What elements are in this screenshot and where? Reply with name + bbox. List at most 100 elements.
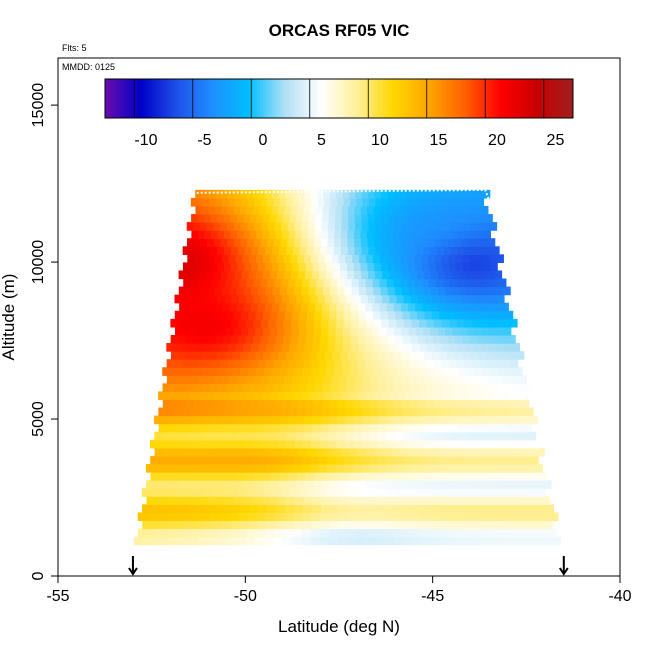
- heatmap-cell: [274, 528, 284, 538]
- heatmap-cell: [311, 520, 321, 530]
- heatmap-cell: [432, 294, 441, 304]
- heatmap-cell: [385, 375, 395, 384]
- heatmap-cell: [541, 536, 552, 546]
- heatmap-cell: [304, 496, 314, 505]
- heatmap-cell: [197, 391, 207, 401]
- heatmap-cell: [174, 391, 183, 401]
- heatmap-cell: [472, 439, 482, 449]
- heatmap-cell: [224, 351, 233, 360]
- heatmap-cell: [188, 463, 199, 473]
- heatmap-cell: [379, 205, 387, 215]
- heatmap-cell: [186, 520, 197, 530]
- heatmap-cell: [413, 463, 423, 473]
- heatmap-cell: [464, 246, 473, 255]
- heatmap-cell: [182, 407, 192, 417]
- heatmap-cell: [282, 399, 291, 409]
- heatmap-cell: [168, 488, 178, 497]
- heatmap-cell: [394, 214, 402, 223]
- heatmap-cell: [484, 407, 493, 417]
- heatmap-cell: [490, 423, 500, 433]
- heatmap-cell: [456, 359, 465, 368]
- heatmap-cell: [471, 246, 479, 255]
- heatmap-cell: [348, 214, 356, 223]
- heatmap-cell: [527, 431, 537, 441]
- heatmap-cell: [411, 536, 422, 546]
- colorbar-segment: [532, 79, 536, 118]
- heatmap-cell: [349, 367, 359, 376]
- heatmap-cell: [474, 286, 482, 296]
- heatmap-cell: [230, 246, 239, 255]
- heatmap-cell: [182, 310, 191, 320]
- heatmap-cell: [141, 488, 152, 497]
- heatmap-cell: [281, 343, 290, 352]
- heatmap-cell: [362, 415, 372, 425]
- heatmap-cell: [234, 270, 243, 280]
- heatmap-cell: [425, 423, 435, 433]
- heatmap-cell: [501, 488, 511, 497]
- heatmap-cell: [174, 512, 184, 522]
- heatmap-cell: [472, 214, 480, 223]
- heatmap-cell: [417, 399, 426, 409]
- heatmap-cell: [514, 439, 524, 449]
- heatmap-cell: [434, 383, 444, 393]
- heatmap-cell: [186, 504, 197, 513]
- heatmap-cell: [219, 472, 229, 481]
- colorbar-segment: [365, 79, 369, 118]
- heatmap-cell: [479, 318, 488, 328]
- heatmap-cell: [455, 439, 465, 449]
- heatmap-cell: [370, 375, 379, 384]
- heatmap-cell: [231, 423, 241, 433]
- heatmap-cell: [424, 375, 434, 384]
- colorbar-segment: [564, 79, 568, 118]
- heatmap-cell: [358, 302, 366, 312]
- heatmap-cell: [442, 278, 451, 288]
- heatmap-cell: [449, 536, 459, 546]
- colorbar-tick-label: -5: [197, 132, 211, 149]
- colorbar-segment: [450, 79, 454, 118]
- heatmap-cell: [520, 415, 530, 425]
- heatmap-cell: [217, 230, 225, 239]
- heatmap-cell: [339, 480, 350, 489]
- heatmap-cell: [442, 262, 450, 272]
- heatmap-cell: [453, 520, 464, 530]
- heatmap-cell: [331, 254, 340, 264]
- heatmap-cell: [407, 238, 416, 247]
- heatmap-cell: [229, 391, 239, 401]
- heatmap-cell: [489, 439, 499, 449]
- colorbar-segment: [362, 79, 366, 118]
- heatmap-cell: [459, 447, 469, 457]
- heatmap-cell: [326, 270, 334, 280]
- heatmap-cell: [268, 375, 277, 384]
- heatmap-cell: [223, 423, 233, 433]
- heatmap-cell: [476, 407, 485, 417]
- heatmap-cell: [284, 375, 293, 384]
- heatmap-cell: [273, 359, 282, 368]
- heatmap-cell: [282, 334, 292, 344]
- heatmap-cell: [195, 205, 203, 215]
- heatmap-cell: [177, 318, 187, 328]
- heatmap-cell: [295, 415, 305, 425]
- heatmap-cell: [443, 407, 453, 417]
- heatmap-cell: [429, 512, 440, 522]
- heatmap-cell: [404, 439, 414, 449]
- heatmap-cell: [269, 214, 277, 223]
- heatmap-cell: [297, 334, 307, 344]
- heatmap-cell: [251, 262, 259, 272]
- heatmap-cell: [226, 310, 235, 320]
- heatmap-cell: [434, 254, 443, 264]
- heatmap-cell: [477, 431, 487, 441]
- heatmap-cell: [267, 278, 275, 288]
- heatmap-cell: [193, 222, 201, 231]
- heatmap-cell: [355, 189, 363, 199]
- heatmap-cell: [418, 230, 426, 239]
- heatmap-cell: [235, 254, 243, 264]
- heatmap-cell: [480, 520, 490, 530]
- heatmap-cell: [252, 205, 260, 215]
- heatmap-cell: [356, 512, 367, 522]
- heatmap-cell: [447, 334, 456, 344]
- heatmap-cell: [210, 512, 221, 522]
- heatmap-cell: [192, 512, 203, 522]
- heatmap-cell: [379, 326, 388, 336]
- heatmap-cell: [387, 238, 395, 247]
- heatmap-cell: [417, 423, 427, 433]
